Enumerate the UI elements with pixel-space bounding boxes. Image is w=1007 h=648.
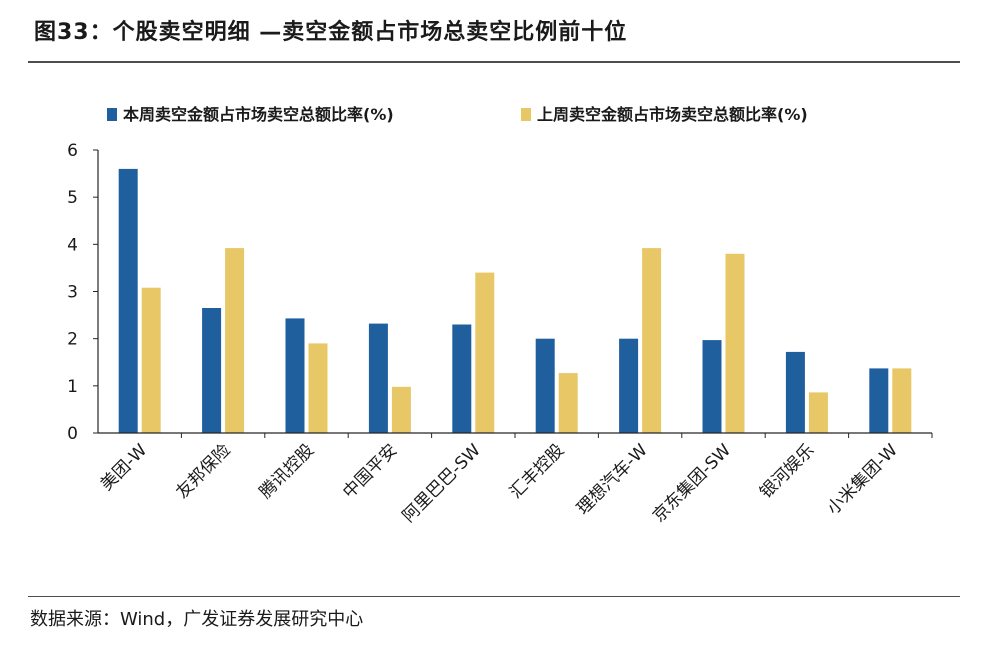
bar-last-week [475,272,495,433]
bar-this-week [702,340,722,433]
bar-this-week [452,324,472,433]
y-tick-label: 6 [67,141,78,161]
bar-last-week [892,368,912,433]
x-tick-label: 银河娱乐 [756,440,818,502]
bar-last-week [725,253,745,433]
x-tick-label: 汇丰控股 [506,440,568,502]
bar-last-week [141,287,161,433]
y-tick-label: 5 [67,188,78,208]
bar-last-week [391,386,411,433]
bar-this-week [285,318,305,433]
bar-this-week [368,323,388,433]
chart-title: 图33：个股卖空明细 —卖空金额占市场总卖空比例前十位 [34,20,628,45]
x-tick-label: 中国平安 [339,440,401,502]
x-tick-label: 阿里巴巴-SW [399,440,485,526]
x-tick-label: 京东集团-SW [649,440,735,526]
bar-this-week [869,368,889,433]
x-tick-label: 友邦保险 [172,440,234,502]
title-divider [28,61,960,63]
legend-label-this-week: 本周卖空金额占市场卖空总额比率(%) [123,105,394,124]
y-tick-label: 1 [67,377,78,397]
source-divider [28,596,960,597]
bar-last-week [225,248,245,433]
bar-last-week [808,392,828,433]
y-tick-label: 2 [67,330,78,350]
bar-last-week [558,373,578,433]
bar-this-week [202,308,222,433]
legend-swatch-this-week [107,108,117,121]
y-tick-label: 4 [67,235,78,255]
legend: 本周卖空金额占市场卖空总额比率(%) 上周卖空金额占市场卖空总额比率(%) [107,105,808,124]
x-tick-label: 小米集团-W [823,440,902,519]
data-source-note: 数据来源：Wind，广发证券发展研究中心 [30,609,364,630]
bar-this-week [785,351,805,433]
bars-group [118,168,912,433]
y-tick-label: 3 [67,283,78,303]
x-tick-label: 理想汽车-W [573,440,652,519]
y-tick-label: 0 [67,424,78,444]
bar-this-week [535,338,555,433]
bar-this-week [118,168,138,433]
x-tick-label: 美团-W [97,440,152,495]
x-tick-label: 腾讯控股 [256,440,318,502]
legend-label-last-week: 上周卖空金额占市场卖空总额比率(%) [537,105,808,124]
legend-swatch-last-week [521,108,531,121]
bar-last-week [642,248,662,433]
bar-this-week [619,338,639,433]
bar-last-week [308,343,328,433]
